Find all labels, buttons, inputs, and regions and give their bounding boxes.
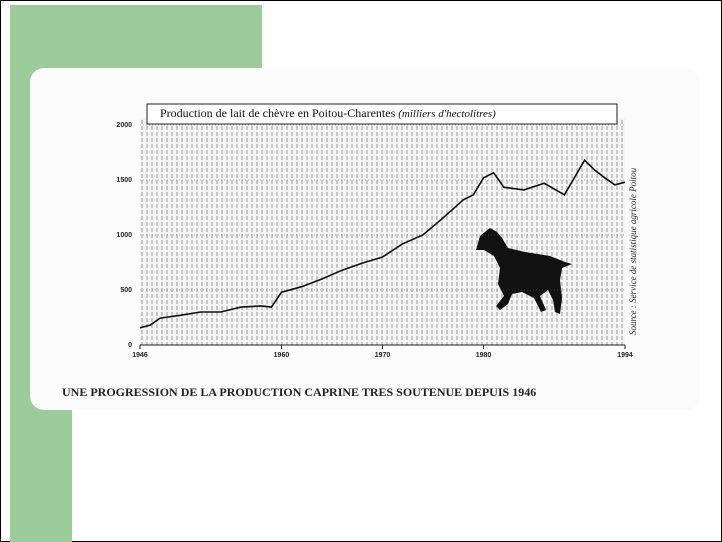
- chart-title: Production de lait de chèvre en Poitou-C…: [160, 106, 496, 120]
- x-tick-label: 1970: [375, 352, 391, 359]
- plot-area: [140, 118, 625, 345]
- y-tick-label: 500: [120, 287, 132, 294]
- source-note: Source : Service de statistique agricole…: [628, 167, 638, 335]
- x-tick-label: 1960: [274, 352, 290, 359]
- subtitle-text: (milliers d'hectolitres): [398, 108, 496, 120]
- y-tick-label: 1500: [116, 177, 132, 184]
- caption: UNE PROGRESSION DE LA PRODUCTION CAPRINE…: [62, 385, 536, 399]
- x-tick-label: 1994: [617, 352, 633, 359]
- x-tick-label: 1946: [132, 352, 148, 359]
- slide: Production de lait de chèvre en Poitou-C…: [0, 0, 722, 542]
- y-tick-label: 2000: [116, 122, 132, 129]
- y-tick-label: 1000: [116, 232, 132, 239]
- title-text: Production de lait de chèvre en Poitou-C…: [160, 106, 396, 120]
- y-tick-label: 0: [128, 342, 132, 349]
- x-tick-label: 1980: [476, 352, 492, 359]
